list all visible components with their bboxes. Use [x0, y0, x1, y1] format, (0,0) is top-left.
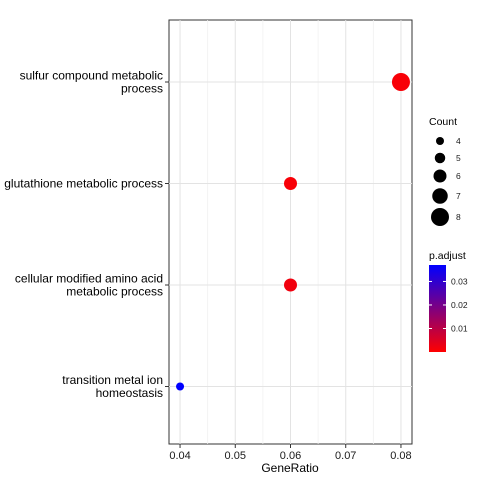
x-axis-labels: 0.04 0.05 0.06 0.07 0.08 — [169, 444, 412, 462]
x-tick-label: 0.06 — [280, 450, 301, 462]
count-legend-label: 8 — [456, 212, 461, 222]
count-legend-dot — [434, 152, 446, 164]
x-axis-title: GeneRatio — [261, 461, 319, 475]
y-category-label: glutathione metabolic process — [4, 177, 163, 191]
colorbar-label: 0.01 — [451, 323, 468, 333]
y-category-label: process — [121, 82, 163, 96]
count-legend-dot — [432, 188, 448, 204]
p-adjust-colorbar — [429, 265, 446, 352]
x-tick-label: 0.04 — [169, 450, 190, 462]
x-tick-label: 0.05 — [225, 450, 246, 462]
count-legend-dot — [431, 208, 449, 226]
count-legend-dot — [433, 169, 447, 183]
colorbar-label: 0.02 — [451, 300, 468, 310]
colorbar-label: 0.03 — [451, 276, 468, 286]
count-legend-dot — [436, 137, 444, 145]
p-adjust-legend-title: p.adjust — [429, 250, 466, 262]
data-points — [176, 73, 410, 391]
y-category-label: cellular modified amino acid — [15, 272, 163, 286]
y-category-label: transition metal ion — [62, 373, 163, 387]
count-legend-title: Count — [429, 116, 457, 128]
y-category-label: metabolic process — [66, 285, 163, 299]
count-legend-label: 7 — [456, 191, 461, 201]
count-legend: Count 4 5 6 7 8 — [429, 116, 461, 226]
data-point — [391, 73, 410, 91]
count-legend-label: 5 — [456, 153, 461, 163]
data-point — [284, 177, 297, 190]
y-category-label: homeostasis — [96, 386, 163, 400]
x-tick-label: 0.08 — [390, 450, 411, 462]
x-tick-label: 0.07 — [335, 450, 356, 462]
y-category-label: sulfur compound metabolic — [20, 69, 163, 83]
count-legend-label: 4 — [456, 136, 461, 146]
data-point — [176, 382, 185, 391]
data-point — [284, 278, 297, 292]
count-legend-label: 6 — [456, 171, 461, 181]
p-adjust-legend: p.adjust 0.01 0.02 0.03 — [429, 250, 468, 352]
